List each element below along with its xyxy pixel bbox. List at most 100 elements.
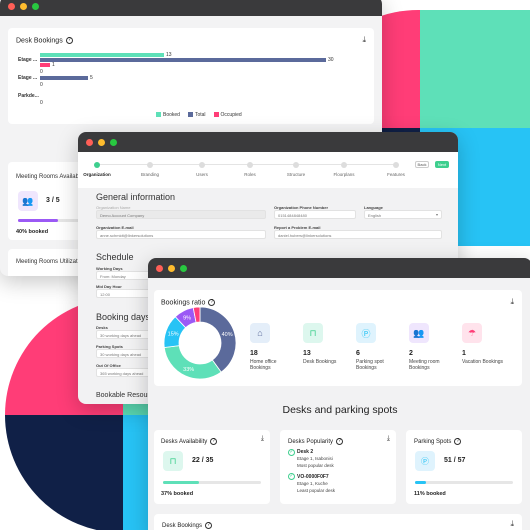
- booking-days-title: Booking days ran: [96, 312, 166, 322]
- desks-availability-title: Desks Availability?: [161, 438, 218, 445]
- bar-booked-1: [40, 53, 164, 57]
- meeting-rooms-utilization-title: Meeting Rooms Utilizat: [16, 259, 78, 265]
- close-dot[interactable]: [8, 2, 15, 10]
- step-roles[interactable]: Roles: [230, 162, 270, 177]
- parking-icon: Ⓟ: [356, 323, 376, 343]
- bar-value-occupied-1: 1: [52, 62, 55, 68]
- download-icon[interactable]: ⤓: [260, 435, 264, 442]
- step-branding[interactable]: Branding: [130, 162, 170, 177]
- unpopular-desk-name: VO-0000F0F7: [297, 474, 329, 480]
- working-days-label: Working Days: [96, 266, 123, 271]
- help-icon[interactable]: ?: [454, 438, 462, 445]
- desks-availability-booked: 37% booked: [161, 491, 194, 497]
- download-icon[interactable]: ⤓: [510, 519, 514, 528]
- dashboard-window-front: Bookings ratio? ⤓ 40% 33% 15% 9% ⌂ 18 Home of…: [148, 258, 530, 530]
- language-label: Language: [364, 205, 383, 210]
- unpopular-desk-location: Etage 1, Kuche: [297, 481, 328, 486]
- legend-total: Total: [187, 112, 206, 118]
- bar-label-1: Etage ...: [18, 57, 38, 63]
- help-icon[interactable]: ?: [205, 522, 213, 529]
- desk-icon: ⊓: [163, 451, 183, 471]
- step-organization[interactable]: Organization: [78, 162, 117, 177]
- legend-occupied: Occupied: [213, 112, 242, 118]
- donut-slice-4: [192, 306, 201, 323]
- parking-spots-title: Parking Spots?: [414, 438, 462, 445]
- minimize-dot[interactable]: [20, 2, 27, 10]
- stat-number-2: 6: [356, 350, 360, 357]
- help-icon[interactable]: ?: [65, 37, 73, 44]
- close-dot[interactable]: [156, 264, 163, 272]
- download-icon[interactable]: ⤓: [386, 435, 390, 442]
- stat-number-4: 1: [462, 350, 466, 357]
- parking-spots-progress: [415, 481, 513, 484]
- help-icon[interactable]: ?: [208, 299, 216, 306]
- desk-bookings-card: Desk Bookings? ⤓: [154, 514, 522, 530]
- close-dot[interactable]: [86, 138, 93, 146]
- desk-bookings-card: Desk Bookings? ⤓ Etage ... 13 30 1 0 Eta…: [8, 28, 374, 124]
- meeting-room-icon: 👥: [18, 191, 38, 211]
- back-button[interactable]: Back: [415, 161, 429, 168]
- window-titlebar: [78, 132, 458, 152]
- org-email-field[interactable]: anne.schmidt@linkersolutions: [96, 230, 266, 239]
- stat-label-3: Meeting room Bookings: [409, 359, 440, 371]
- home-icon: ⌂: [250, 323, 270, 343]
- midday-field[interactable]: 12:00: [96, 289, 151, 298]
- donut-slice-1: [163, 345, 222, 380]
- window-titlebar: [0, 0, 382, 16]
- desks-days-field[interactable]: 30 working days ahead: [96, 330, 151, 339]
- desks-availability-progress: [163, 481, 261, 484]
- popular-desk-location: Etage 1, Isabonisi: [297, 456, 333, 461]
- language-select[interactable]: English ▾: [364, 210, 442, 219]
- bookings-donut-chart: 40% 33% 15% 9%: [163, 306, 237, 380]
- org-phone-field[interactable]: 0151484848480: [274, 210, 356, 219]
- parking-spots-card: Parking Spots? Ⓟ 51 / 57 11% booked: [406, 430, 522, 504]
- donut-label-3: 9%: [183, 316, 191, 322]
- stat-label-4: Vacation Bookings: [462, 359, 504, 365]
- minimize-dot[interactable]: [98, 138, 105, 146]
- desks-parking-section-title: Desks and parking spots: [282, 404, 398, 416]
- meeting-rooms-title: Meeting Rooms Availab: [16, 174, 79, 180]
- meeting-rooms-booked: 40% booked: [16, 229, 49, 235]
- stat-label-2: Parking spot Bookings: [356, 359, 384, 371]
- org-name-label: Organization Name: [96, 205, 131, 210]
- vacation-icon: ☂: [462, 323, 482, 343]
- check-icon: ✓: [288, 449, 295, 456]
- chart-legend: Booked Total Occupied: [156, 112, 242, 118]
- donut-label-2: 15%: [168, 331, 179, 337]
- stat-label-1: Desk Bookings: [303, 359, 337, 365]
- window-titlebar: [148, 258, 530, 278]
- stat-label-0: Home office Bookings: [250, 359, 277, 371]
- stepper: Organization Branding Users Roles Struct…: [78, 152, 458, 188]
- step-structure[interactable]: Structure: [276, 162, 316, 177]
- meeting-rooms-progress: [18, 219, 118, 222]
- help-icon[interactable]: ?: [336, 438, 344, 445]
- minimize-dot[interactable]: [168, 264, 175, 272]
- working-days-field[interactable]: From: Monday: [96, 271, 151, 280]
- parking-days-field[interactable]: 30 working days ahead: [96, 349, 151, 358]
- desks-popularity-card: Desks Popularity? ⤓ ✓ Desk 2 Etage 1, Is…: [280, 430, 396, 504]
- donut-slice-0: [199, 306, 237, 373]
- next-button[interactable]: Next: [435, 161, 449, 168]
- meeting-rooms-value: 3 / 5: [46, 197, 60, 204]
- zoom-dot[interactable]: [110, 138, 117, 146]
- step-floorplans[interactable]: Floorplans: [324, 162, 364, 177]
- step-users[interactable]: Users: [182, 162, 222, 177]
- help-icon[interactable]: ?: [210, 438, 218, 445]
- bar-value-occupied-2: 0: [40, 82, 43, 88]
- parking-spots-value: 51 / 57: [444, 457, 466, 464]
- download-icon[interactable]: ⤓: [362, 35, 366, 44]
- unpopular-desk-note: Least popular desk: [297, 488, 336, 493]
- download-icon[interactable]: ⤓: [510, 297, 514, 306]
- report-email-field[interactable]: daniel.hubers@linkersolutions: [274, 230, 442, 239]
- bookings-ratio-title: Bookings ratio?: [161, 299, 216, 306]
- bar-total-1: [40, 58, 326, 62]
- midday-label: Mid Day Hour: [96, 284, 122, 289]
- org-phone-label: Organization Phone Number: [274, 205, 329, 210]
- zoom-dot[interactable]: [180, 264, 187, 272]
- zoom-dot[interactable]: [32, 2, 39, 10]
- step-features[interactable]: Features: [376, 162, 416, 177]
- parking-label: Parking Spots: [96, 344, 123, 349]
- desks-label: Desks: [96, 325, 108, 330]
- schedule-title: Schedule: [96, 252, 134, 262]
- ooo-days-field[interactable]: 365 working days ahead: [96, 368, 151, 377]
